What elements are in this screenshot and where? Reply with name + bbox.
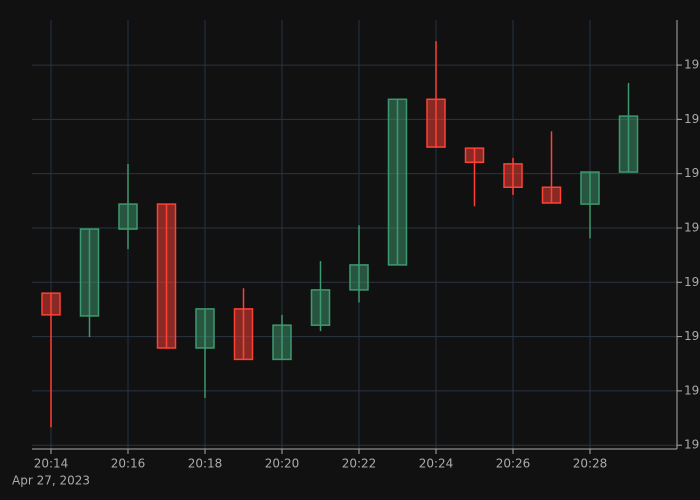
candle-body (272, 324, 292, 361)
candle-body (41, 292, 61, 316)
x-tick-label: 20:16 (111, 457, 146, 471)
x-tick-label: 20:28 (573, 457, 608, 471)
x-tick-label: 20:24 (419, 457, 454, 471)
y-tick-label: 1910 (684, 438, 700, 452)
candle-body (118, 203, 138, 230)
candle-body (233, 308, 254, 361)
candle-body (541, 186, 562, 204)
candle-body (426, 98, 446, 148)
candle-body (387, 98, 408, 266)
y-tick-label: 1912 (684, 329, 700, 343)
candle-body (310, 289, 331, 326)
x-tick-label: 20:18 (188, 457, 223, 471)
x-tick-label: 20:20 (265, 457, 300, 471)
candle-body (195, 308, 215, 349)
candle-body (464, 147, 485, 164)
y-tick-label: 1913 (684, 275, 700, 289)
y-tick-label: 1914 (684, 220, 700, 234)
candle-body (580, 171, 600, 205)
y-tick-label: 1917 (684, 58, 700, 72)
candle-body (503, 163, 523, 189)
y-tick-label: 1916 (684, 112, 700, 126)
x-tick-label: 20:14 (34, 457, 69, 471)
y-tick-label: 1911 (684, 383, 700, 397)
x-tick-label: 20:22 (342, 457, 377, 471)
candle-body (156, 203, 177, 349)
x-tick-label: 20:26 (496, 457, 531, 471)
y-tick-label: 1915 (684, 166, 700, 180)
date-label: Apr 27, 2023 (12, 474, 90, 488)
candle-body (618, 115, 639, 173)
candle-body (79, 228, 100, 317)
candle-body (349, 264, 369, 291)
